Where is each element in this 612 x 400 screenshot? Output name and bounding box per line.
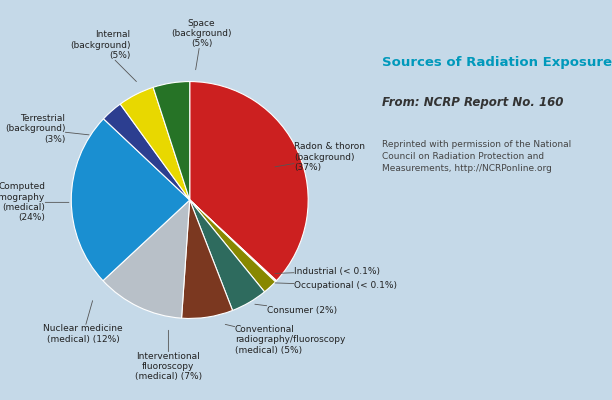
Text: Computed
tomography
(medical)
(24%): Computed tomography (medical) (24%) — [0, 182, 69, 222]
Wedge shape — [103, 104, 190, 200]
Text: Interventional
fluoroscopy
(medical) (7%): Interventional fluoroscopy (medical) (7%… — [135, 330, 202, 382]
Wedge shape — [182, 200, 233, 318]
Wedge shape — [190, 200, 275, 292]
Wedge shape — [190, 200, 264, 310]
Text: Reprinted with permission of the National
Council on Radiation Protection and
Me: Reprinted with permission of the Nationa… — [382, 140, 572, 173]
Text: Occupational (< 0.1%): Occupational (< 0.1%) — [275, 281, 397, 290]
Text: Sources of Radiation Exposure: Sources of Radiation Exposure — [382, 56, 612, 69]
Text: Internal
(background)
(5%): Internal (background) (5%) — [70, 30, 136, 82]
Text: Space
(background)
(5%): Space (background) (5%) — [171, 18, 232, 70]
Wedge shape — [120, 87, 190, 200]
Wedge shape — [190, 82, 308, 281]
Wedge shape — [103, 200, 190, 318]
Wedge shape — [190, 200, 277, 281]
Text: Consumer (2%): Consumer (2%) — [255, 304, 337, 315]
Wedge shape — [71, 119, 190, 281]
Text: Nuclear medicine
(medical) (12%): Nuclear medicine (medical) (12%) — [43, 301, 123, 344]
Text: Radon & thoron
(background)
(37%): Radon & thoron (background) (37%) — [275, 142, 365, 172]
Wedge shape — [153, 82, 190, 200]
Text: Terrestrial
(background)
(3%): Terrestrial (background) (3%) — [5, 114, 89, 144]
Text: Industrial (< 0.1%): Industrial (< 0.1%) — [275, 266, 380, 276]
Text: From: NCRP Report No. 160: From: NCRP Report No. 160 — [382, 96, 564, 109]
Wedge shape — [190, 200, 276, 282]
Text: Conventional
radiography/fluoroscopy
(medical) (5%): Conventional radiography/fluoroscopy (me… — [225, 324, 345, 355]
